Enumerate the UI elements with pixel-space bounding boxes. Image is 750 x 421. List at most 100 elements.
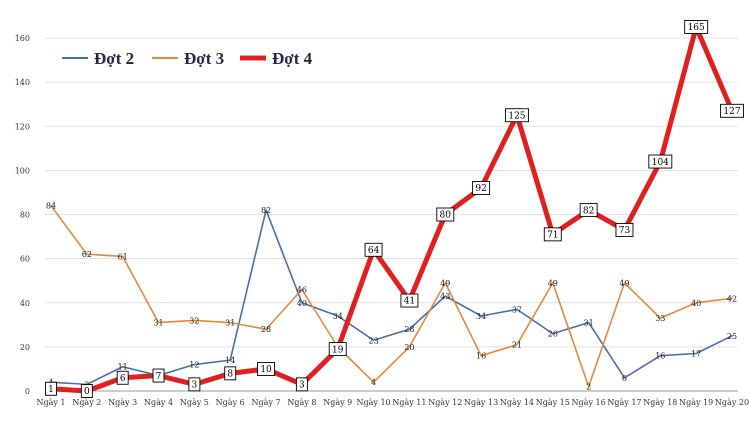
x-tick-label: Ngày 3	[108, 398, 137, 407]
y-tick-label: 140	[15, 78, 30, 87]
data-label: 49	[440, 279, 450, 288]
data-label: 1	[48, 385, 54, 395]
y-tick-label: 80	[20, 211, 30, 220]
data-label: 92	[475, 184, 486, 194]
data-label: 40	[297, 299, 307, 308]
data-label-box	[152, 368, 165, 383]
data-label: 34	[333, 312, 343, 321]
y-axis: 0 20 40 60 80 100 120 140 160	[15, 34, 30, 396]
data-label-box	[257, 361, 276, 376]
data-label: 82	[583, 206, 594, 216]
data-label: 2	[586, 383, 591, 392]
data-label: 14	[225, 356, 235, 365]
x-tick-label: Ngày 14	[500, 398, 534, 407]
data-label: 33	[655, 314, 665, 323]
data-label: 37	[512, 305, 522, 314]
data-label: 23	[368, 336, 378, 345]
data-label-box	[295, 377, 308, 392]
data-label: 61	[118, 252, 128, 261]
data-label: 3	[192, 381, 198, 391]
data-label-box	[224, 366, 237, 381]
y-tick-label: 160	[15, 34, 30, 43]
x-tick-label: Ngày 13	[464, 398, 498, 407]
data-label: 17	[691, 349, 701, 358]
data-label: 80	[440, 211, 452, 221]
grid-lines	[45, 37, 738, 392]
y-tick-label: 40	[20, 299, 30, 308]
data-label: 31	[225, 319, 235, 328]
y-tick-label: 0	[25, 387, 30, 396]
x-tick-label: Ngày 2	[72, 398, 101, 407]
data-label: 20	[404, 343, 414, 352]
data-label: 125	[508, 111, 525, 121]
series-1: 431171214824034232843343726316161725	[48, 206, 737, 389]
y-tick-label: 60	[20, 255, 30, 264]
data-label: 41	[404, 297, 415, 307]
y-tick-label: 20	[20, 343, 30, 352]
data-label: 4	[371, 378, 376, 387]
data-label: 6	[622, 374, 627, 383]
data-label-box	[684, 20, 709, 34]
data-label-box	[543, 227, 562, 242]
data-label: 165	[688, 23, 705, 33]
x-tick-label: Ngày 11	[392, 398, 426, 407]
series-line	[50, 204, 733, 388]
x-tick-label: Ngày 7	[252, 398, 281, 407]
data-label: 25	[727, 332, 737, 341]
data-label: 40	[691, 299, 701, 308]
data-label: 42	[727, 294, 737, 303]
data-label: 82	[261, 206, 271, 215]
x-tick-label: Ngày 8	[287, 398, 316, 407]
data-label: 34	[476, 312, 486, 321]
data-label-box	[400, 293, 419, 308]
data-label: 127	[723, 107, 740, 117]
data-label: 31	[584, 319, 594, 328]
data-label: 71	[547, 231, 558, 241]
data-label: 12	[189, 361, 199, 370]
data-label-box	[188, 377, 201, 392]
data-label: 7	[156, 372, 162, 382]
x-tick-label: Ngày 5	[180, 398, 209, 407]
data-label: 11	[118, 363, 128, 372]
data-label: 64	[368, 246, 380, 256]
data-label-box	[579, 203, 598, 218]
data-label: 104	[652, 158, 669, 168]
series-line	[50, 209, 733, 386]
x-tick-label: Ngày 12	[428, 398, 462, 407]
x-tick-label: Ngày 16	[572, 398, 606, 407]
data-label: 3	[299, 381, 305, 391]
data-label: 16	[476, 352, 486, 361]
x-tick-label: Ngày 19	[679, 398, 713, 407]
y-tick-label: 100	[15, 166, 30, 175]
data-label-box	[436, 207, 455, 222]
x-tick-label: Ngày 18	[643, 398, 677, 407]
data-label: 62	[82, 250, 92, 259]
x-tick-label: Ngày 20	[715, 398, 749, 407]
data-label-box	[615, 222, 634, 237]
x-tick-label: Ngày 10	[357, 398, 391, 407]
series-line	[48, 24, 735, 394]
y-tick-label: 120	[15, 122, 30, 131]
x-tick-label: Ngày 4	[144, 398, 173, 407]
data-label: 8	[227, 370, 233, 380]
x-axis: Ngày 1 Ngày 2 Ngày 3 Ngày 4 Ngày 5 Ngày 6 Ngày…	[36, 398, 749, 407]
data-label-box	[648, 154, 673, 169]
data-label-box	[504, 108, 529, 123]
x-tick-label: Ngày 15	[536, 398, 570, 407]
data-label: 46	[297, 286, 307, 295]
x-tick-label: Ngày 17	[607, 398, 641, 407]
data-label-box	[80, 384, 93, 398]
legend-label: Đợt 2	[94, 49, 134, 68]
data-label-box	[720, 103, 744, 118]
legend-label: Đợt 3	[184, 49, 224, 68]
data-label-box	[328, 342, 347, 357]
x-tick-label: Ngày 1	[36, 398, 65, 407]
legend-label: Đợt 4	[272, 49, 313, 68]
data-label-box	[472, 181, 491, 195]
data-label: 28	[261, 325, 271, 334]
data-label: 49	[548, 279, 558, 288]
series-2: 84626131323128462042049162149249334042	[46, 202, 737, 392]
data-label-box	[364, 242, 383, 257]
